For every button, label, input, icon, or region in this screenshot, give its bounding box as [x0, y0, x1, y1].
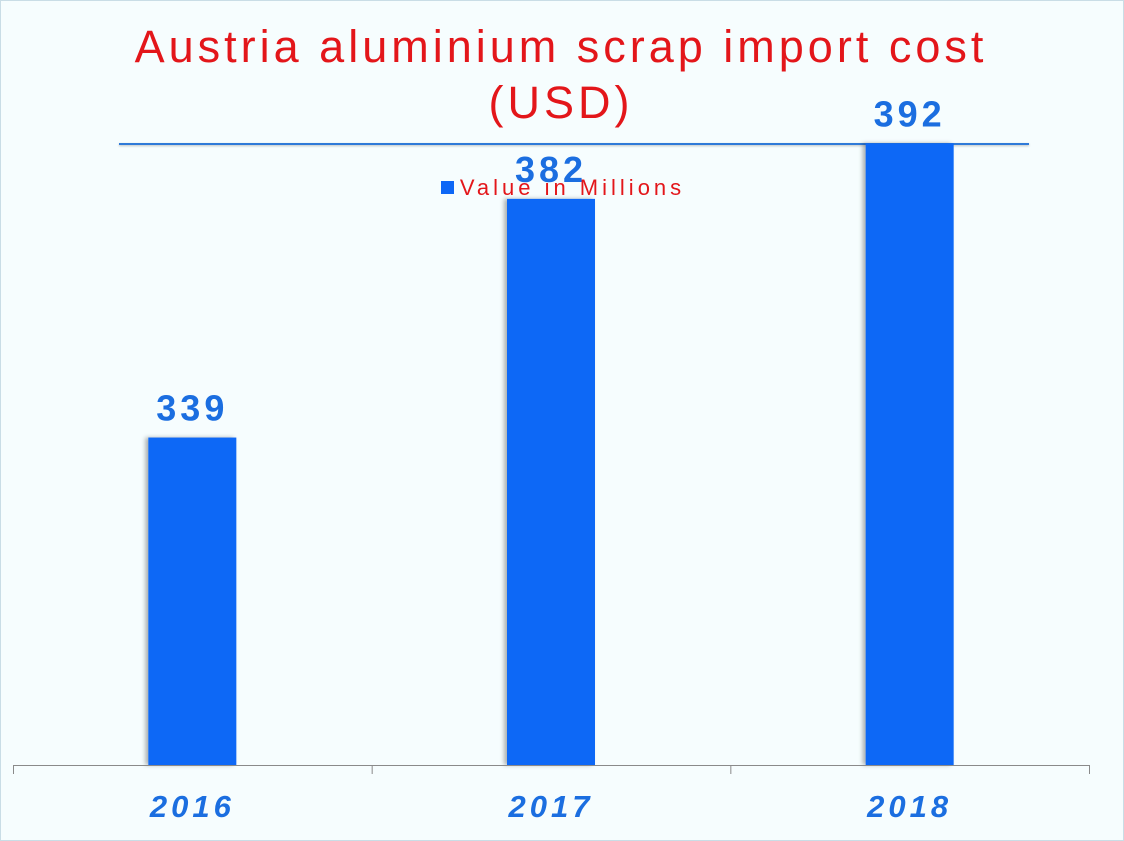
- bar-2017: [507, 198, 595, 765]
- chart-title: Austria aluminium scrap import cost (USD…: [134, 21, 988, 128]
- title-underline: [119, 143, 1029, 145]
- x-axis-tick-labels: 2016 2017 2018: [149, 789, 952, 824]
- value-label-2017: 382: [515, 149, 587, 190]
- bars-group: [148, 143, 954, 765]
- value-label-2016: 339: [156, 388, 228, 429]
- value-label-2018: 392: [874, 93, 946, 134]
- bar-2018: [865, 143, 954, 765]
- value-labels-group: 339 382 392: [156, 93, 946, 429]
- legend-label: Value in Millions: [459, 175, 686, 200]
- legend: Value in Millions: [1, 175, 1123, 201]
- x-axis-ticks: [13, 765, 1090, 774]
- x-tick-label-2016: 2016: [149, 789, 235, 824]
- x-tick-label-2017: 2017: [508, 789, 594, 824]
- legend-swatch: [440, 181, 454, 194]
- bar-2016: [148, 437, 237, 765]
- x-tick-label-2018: 2018: [866, 789, 952, 824]
